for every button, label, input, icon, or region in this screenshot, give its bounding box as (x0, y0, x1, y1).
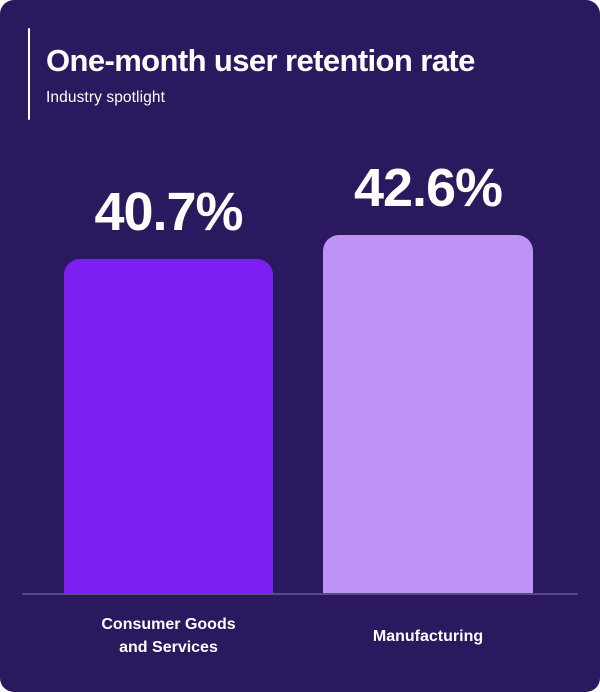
x-axis-baseline (22, 593, 578, 595)
category-label-consumer-goods: Consumer Goods and Services (64, 612, 273, 660)
category-label-line: Consumer Goods (101, 616, 236, 633)
bar-value-label-consumer-goods: 40.7% (94, 182, 243, 242)
bar-value-label-manufacturing: 42.6% (353, 158, 503, 218)
category-label-line: Manufacturing (372, 627, 484, 645)
bar-manufacturing (323, 235, 533, 594)
bar-consumer-goods (64, 259, 273, 594)
chart-title: One-month user retention rate (46, 43, 475, 78)
chart-subtitle: Industry spotlight (46, 89, 165, 106)
category-label-line: and Services (119, 639, 218, 656)
category-label-manufacturing: Manufacturing (323, 612, 533, 660)
header-accent-line (28, 28, 30, 120)
